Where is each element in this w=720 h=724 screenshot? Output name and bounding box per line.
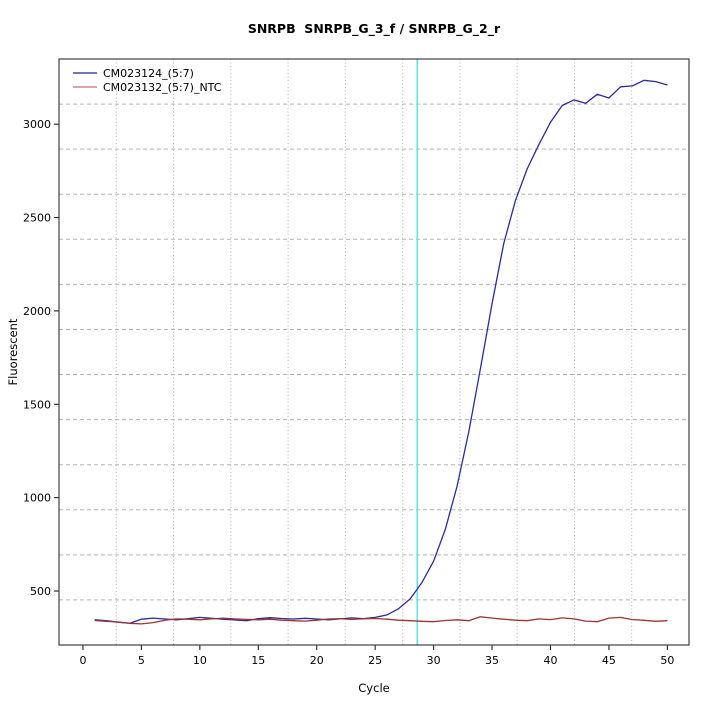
gridlines (59, 59, 689, 645)
series-trace-0 (94, 79, 668, 624)
x-tick-label: 35 (485, 654, 499, 667)
x-tick-label: 45 (602, 654, 616, 667)
x-tick-label: 30 (427, 654, 441, 667)
y-tick-label: 1500 (23, 398, 51, 411)
y-tick-label: 500 (30, 585, 51, 598)
data-series (94, 79, 668, 625)
x-tick-label: 10 (193, 654, 207, 667)
plot-border (58, 58, 690, 646)
x-tick-label: 0 (79, 654, 86, 667)
x-tick-label: 20 (310, 654, 324, 667)
x-tick-label: 5 (138, 654, 145, 667)
y-tick-label: 3000 (23, 118, 51, 131)
x-axis-label: Cycle (358, 681, 389, 695)
legend: CM023124_(5:7) CM023132_(5:7)_NTC (73, 67, 222, 94)
x-tick-label: 50 (660, 654, 674, 667)
y-axis-label: Fluorescent (6, 318, 20, 385)
y-tick-label: 2500 (23, 212, 51, 225)
x-tick-label: 25 (368, 654, 382, 667)
y-tick-label: 1000 (23, 492, 51, 505)
axis-ticks: 0 5 10 15 20 25 30 35 40 45 50 500 1000 1500 2000 2500 3… (23, 118, 674, 667)
x-tick-label: 40 (543, 654, 557, 667)
legend-label-sample: CM023124_(5:7) (103, 67, 194, 80)
legend-label-ntc: CM023132_(5:7)_NTC (103, 81, 222, 94)
chart-title: SNRPB SNRPB_G_3_f / SNRPB_G_2_r (248, 21, 501, 37)
x-tick-label: 15 (251, 654, 265, 667)
series-trace-1 (94, 616, 668, 625)
y-tick-label: 2000 (23, 305, 51, 318)
